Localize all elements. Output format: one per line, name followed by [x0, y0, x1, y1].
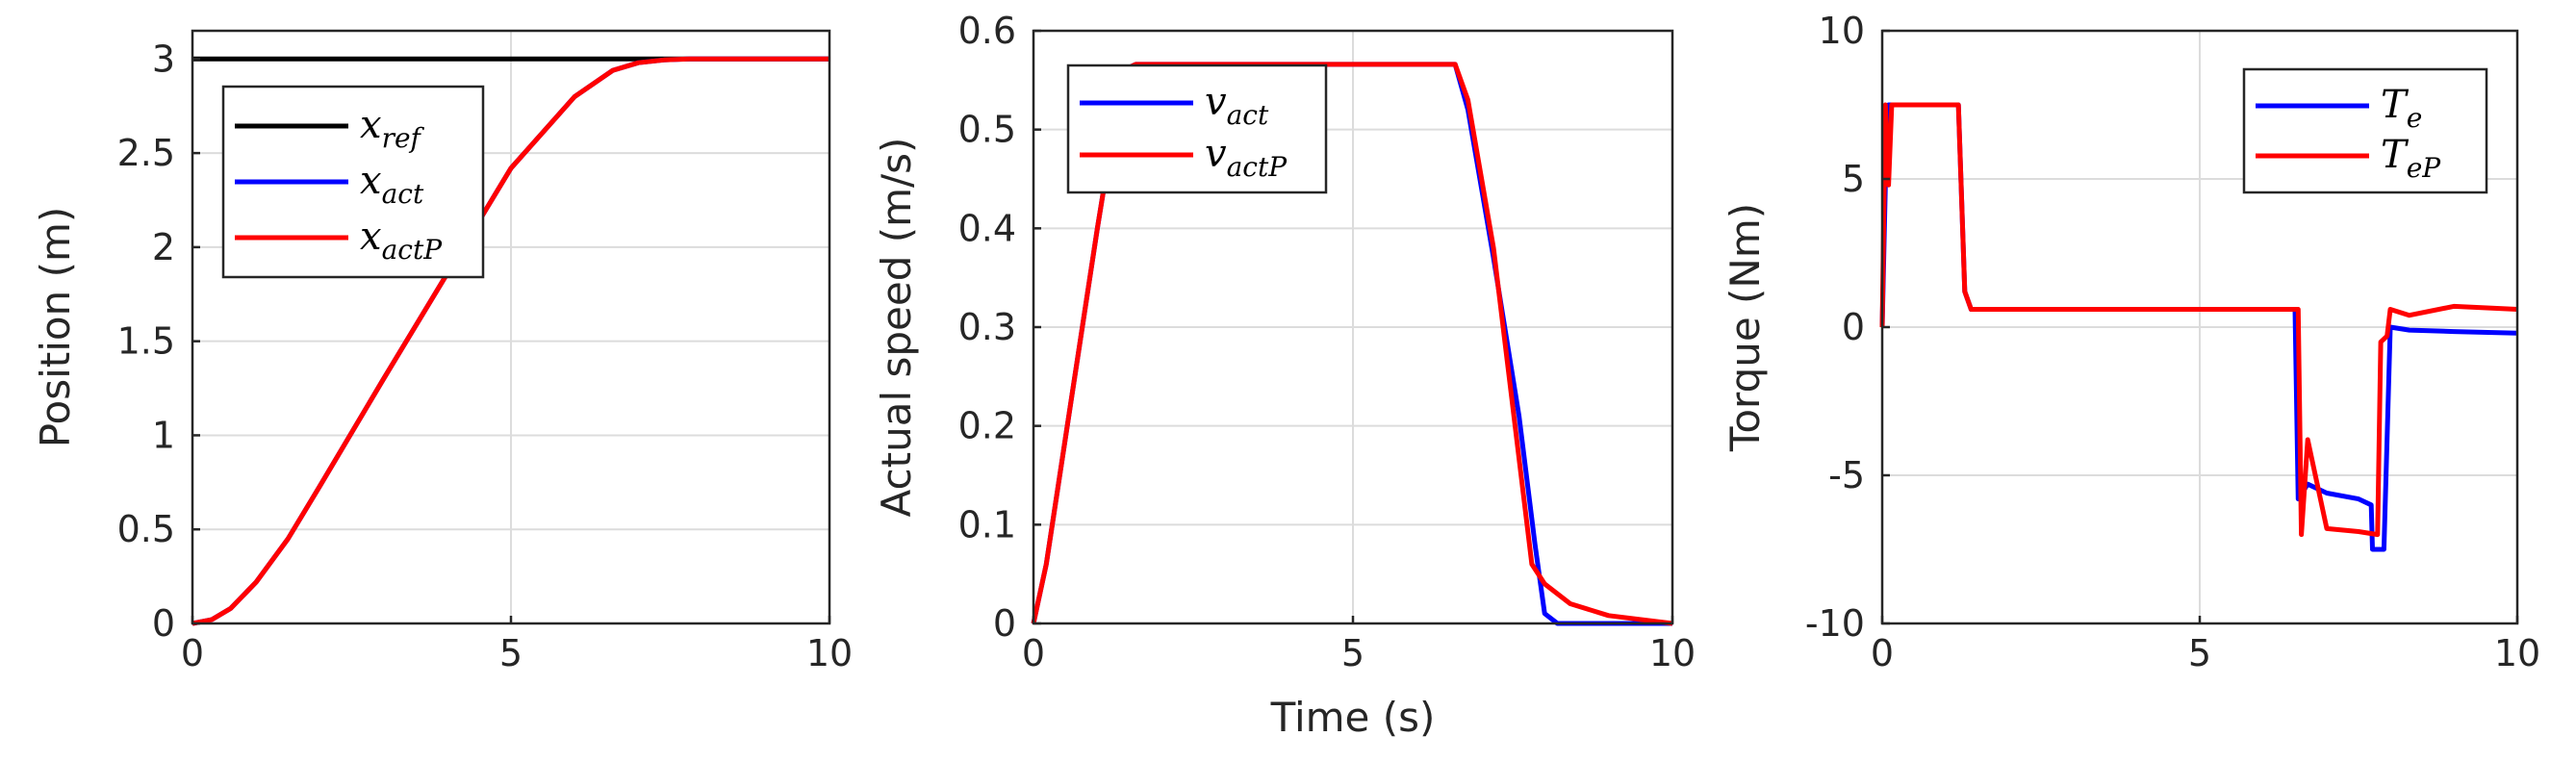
series-line-v-actP: [1031, 62, 1673, 626]
x-tick-label: 0: [181, 632, 204, 674]
x-tick-label: 5: [1341, 632, 1365, 674]
y-tick-label: 0.3: [958, 306, 1016, 348]
y-tick-label: 1.5: [117, 320, 175, 363]
y-axis-label: Torque (Nm): [1722, 203, 1769, 452]
legend-entry: xactP: [360, 215, 443, 266]
y-tick-label: 0.2: [958, 405, 1016, 447]
y-axis-label: Actual speed (m/s): [873, 138, 920, 518]
legend-entry: vactP: [1205, 132, 1288, 183]
y-tick-label: 1: [152, 414, 175, 456]
x-tick-label: 10: [806, 632, 853, 674]
y-tick-label: 0.6: [958, 10, 1016, 52]
x-tick-label: 5: [499, 632, 523, 674]
y-tick-label: -10: [1805, 602, 1865, 645]
y-tick-label: -5: [1828, 454, 1865, 496]
legend-entry: TeP: [2381, 133, 2441, 184]
chart-panel-1: 0 5 10 0 0.5 1 1.5 2 2.5 3 Position (m) xrefxactxac…: [32, 29, 853, 674]
series-line-T-eP: [1879, 102, 2518, 538]
y-tick-label: 0: [993, 602, 1016, 645]
x-axis-label: Time (s): [1270, 694, 1436, 741]
y-tick-label: 3: [152, 38, 175, 80]
x-tick-label: 0: [1022, 632, 1045, 674]
y-tick-label: 0.4: [958, 207, 1016, 249]
legend-box: [2242, 67, 2488, 194]
y-tick-label: 0: [1842, 306, 1865, 348]
y-tick-label: 0.1: [958, 503, 1016, 546]
y-tick-label: 0: [152, 602, 175, 645]
y-tick-label: 0.5: [958, 109, 1016, 151]
legend-box: [1066, 64, 1328, 194]
y-tick-label: 0.5: [117, 508, 175, 550]
legend-entry: Te: [2381, 83, 2422, 134]
y-tick-label: 2: [152, 226, 175, 268]
y-tick-label: 5: [1842, 158, 1865, 200]
y-tick-label: 10: [1819, 10, 1865, 52]
x-tick-label: 5: [2188, 632, 2211, 674]
chart-panel-2: 0 5 10 0 0.1 0.2 0.3 0.4 0.5 0.6 Actual speed (m/s…: [873, 10, 1696, 741]
legend-entry: xref: [360, 103, 425, 154]
legend-entry: xact: [360, 159, 424, 210]
x-tick-label: 0: [1871, 632, 1894, 674]
x-tick-label: 10: [2494, 632, 2540, 674]
y-tick-label: 2.5: [117, 132, 175, 174]
x-tick-label: 10: [1649, 632, 1696, 674]
legend-entry: vact: [1205, 80, 1269, 131]
y-axis-label: Position (m): [32, 207, 79, 448]
